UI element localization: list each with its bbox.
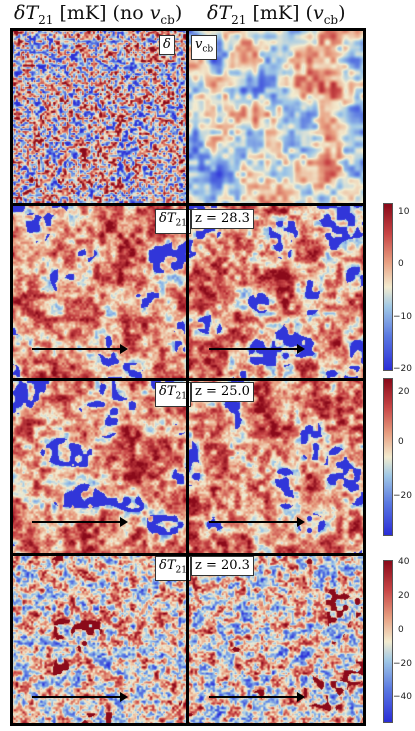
delta-label: δ [159, 35, 175, 55]
cbar1-tick: 10 [398, 207, 410, 217]
cbar1-tick: −10 [393, 312, 412, 322]
t21-label-row3: δT21 [155, 556, 191, 581]
redshift-label-row3: z = 20.3 [191, 556, 254, 576]
panel-grid: δ vcb δT21 z = 28.3 δT21 z = 25.0 δT21 z… [10, 28, 366, 726]
redshift-label-row1: z = 28.3 [191, 209, 254, 229]
cbar3-tick: 40 [398, 557, 410, 567]
cbar3-tick: −20 [393, 659, 412, 669]
colorbar-1 [383, 203, 393, 371]
redshift-label-row2: z = 25.0 [191, 382, 254, 402]
t21-label-row2: δT21 [155, 382, 191, 407]
colorbar-2 [383, 378, 393, 536]
cbar2-tick: 20 [398, 387, 410, 397]
density-panel [12, 30, 187, 203]
cbar1-tick: 0 [398, 259, 404, 269]
cbar3-tick: 20 [398, 591, 410, 601]
t21-v-panel-z25 [189, 380, 364, 553]
cbar2-tick: 0 [398, 437, 404, 447]
title-right: δT21 [mK] (vcb) [207, 2, 346, 27]
vcb-panel [189, 30, 364, 203]
t21-label-row1: δT21 [155, 209, 191, 234]
cbar1-tick: −20 [393, 364, 412, 374]
vcb-label: vcb [191, 35, 218, 60]
scale-arrow [32, 517, 128, 527]
cbar3-tick: −40 [393, 692, 412, 702]
colorbar-3 [383, 560, 393, 723]
scale-arrow [32, 344, 128, 354]
t21-nov-panel-z25 [12, 380, 187, 553]
t21-v-panel-z20 [189, 555, 364, 724]
t21-nov-panel-z20 [12, 555, 187, 724]
scale-arrow [209, 344, 305, 354]
cbar3-tick: 0 [398, 625, 404, 635]
t21-v-panel-z28 [189, 205, 364, 378]
title-left: δT21 [mK] (no vcb) [14, 2, 183, 27]
scale-arrow [209, 517, 305, 527]
scale-arrow [32, 692, 128, 702]
scale-arrow [209, 692, 305, 702]
cbar2-tick: −20 [393, 491, 412, 501]
